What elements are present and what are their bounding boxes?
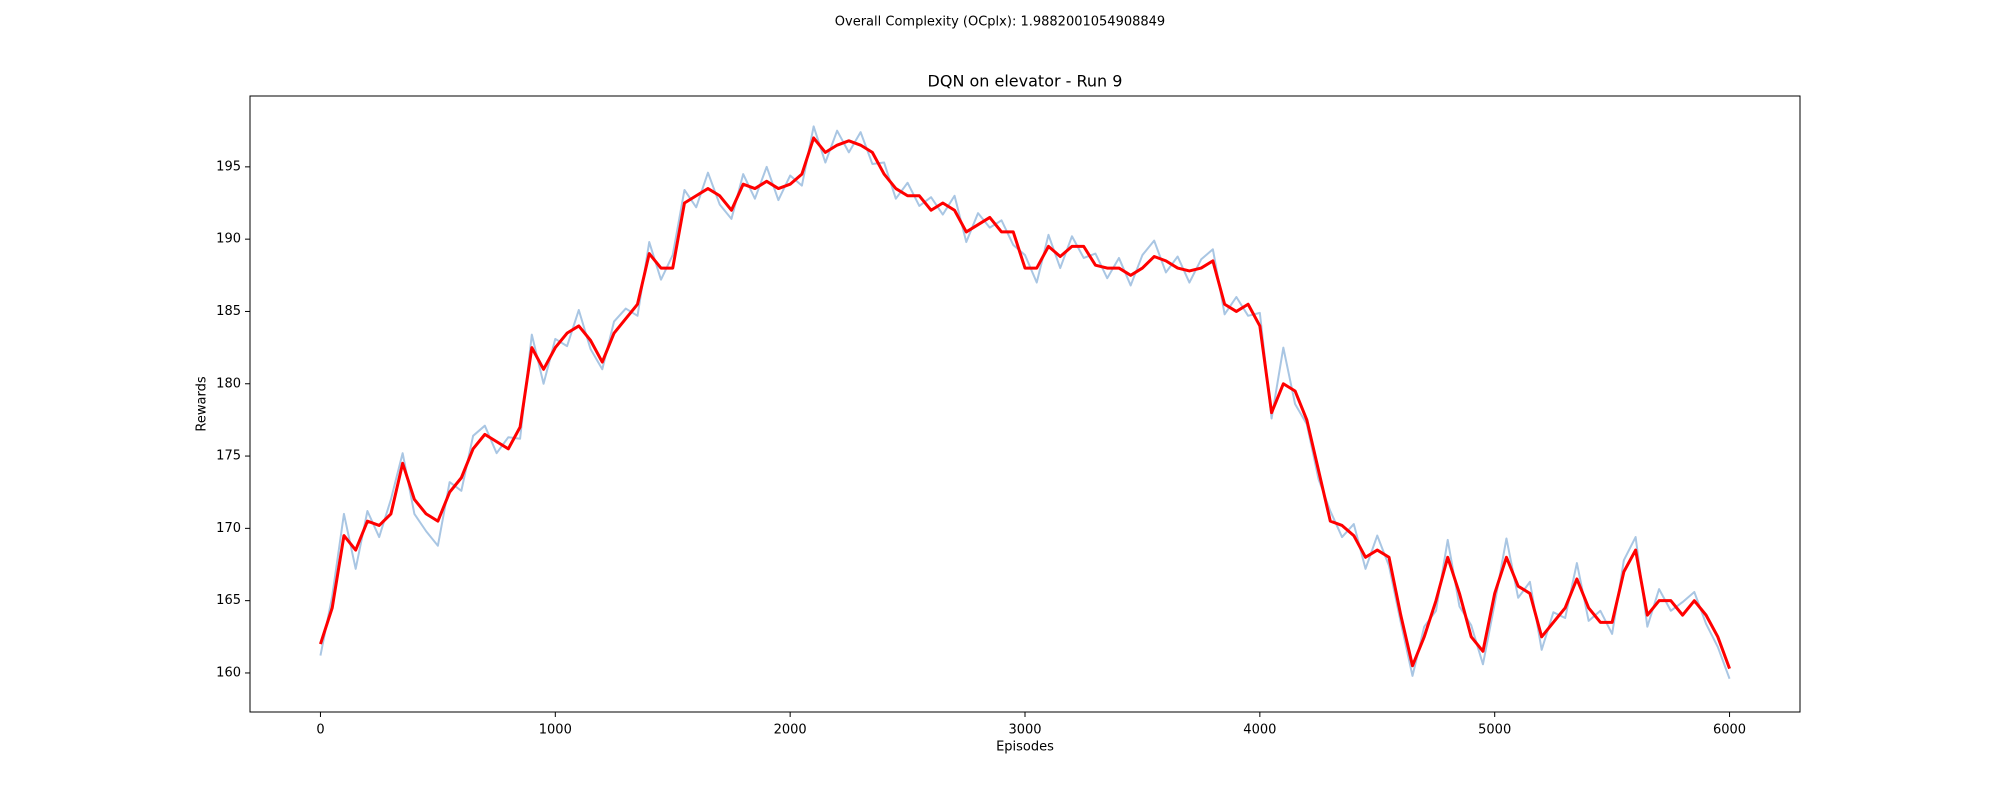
y-tick-label: 160: [216, 665, 241, 680]
y-tick-label: 175: [216, 449, 241, 464]
y-tick-label: 165: [216, 593, 241, 608]
y-tick-label: 185: [216, 304, 241, 319]
x-tick-label: 1000: [539, 723, 572, 738]
chart-title: DQN on elevator - Run 9: [928, 72, 1123, 91]
y-axis-label: Rewards: [195, 376, 210, 431]
y-tick-label: 170: [216, 521, 241, 536]
x-axis-label: Episodes: [996, 740, 1054, 755]
line-series: [319, 125, 1731, 680]
y-tick-label: 180: [216, 376, 241, 391]
plot-frame: [249, 95, 1801, 713]
line-series: [319, 136, 1731, 670]
x-tick-label: 3000: [1008, 723, 1041, 738]
y-tick-label: 195: [216, 159, 241, 174]
x-tick-label: 2000: [774, 723, 807, 738]
x-tick-label: 6000: [1713, 723, 1746, 738]
x-tick-label: 0: [316, 723, 324, 738]
suptitle: Overall Complexity (OCplx): 1.9882001054…: [835, 15, 1165, 30]
x-tick-label: 5000: [1478, 723, 1511, 738]
x-tick-label: 4000: [1243, 723, 1276, 738]
y-tick-label: 190: [216, 232, 241, 247]
